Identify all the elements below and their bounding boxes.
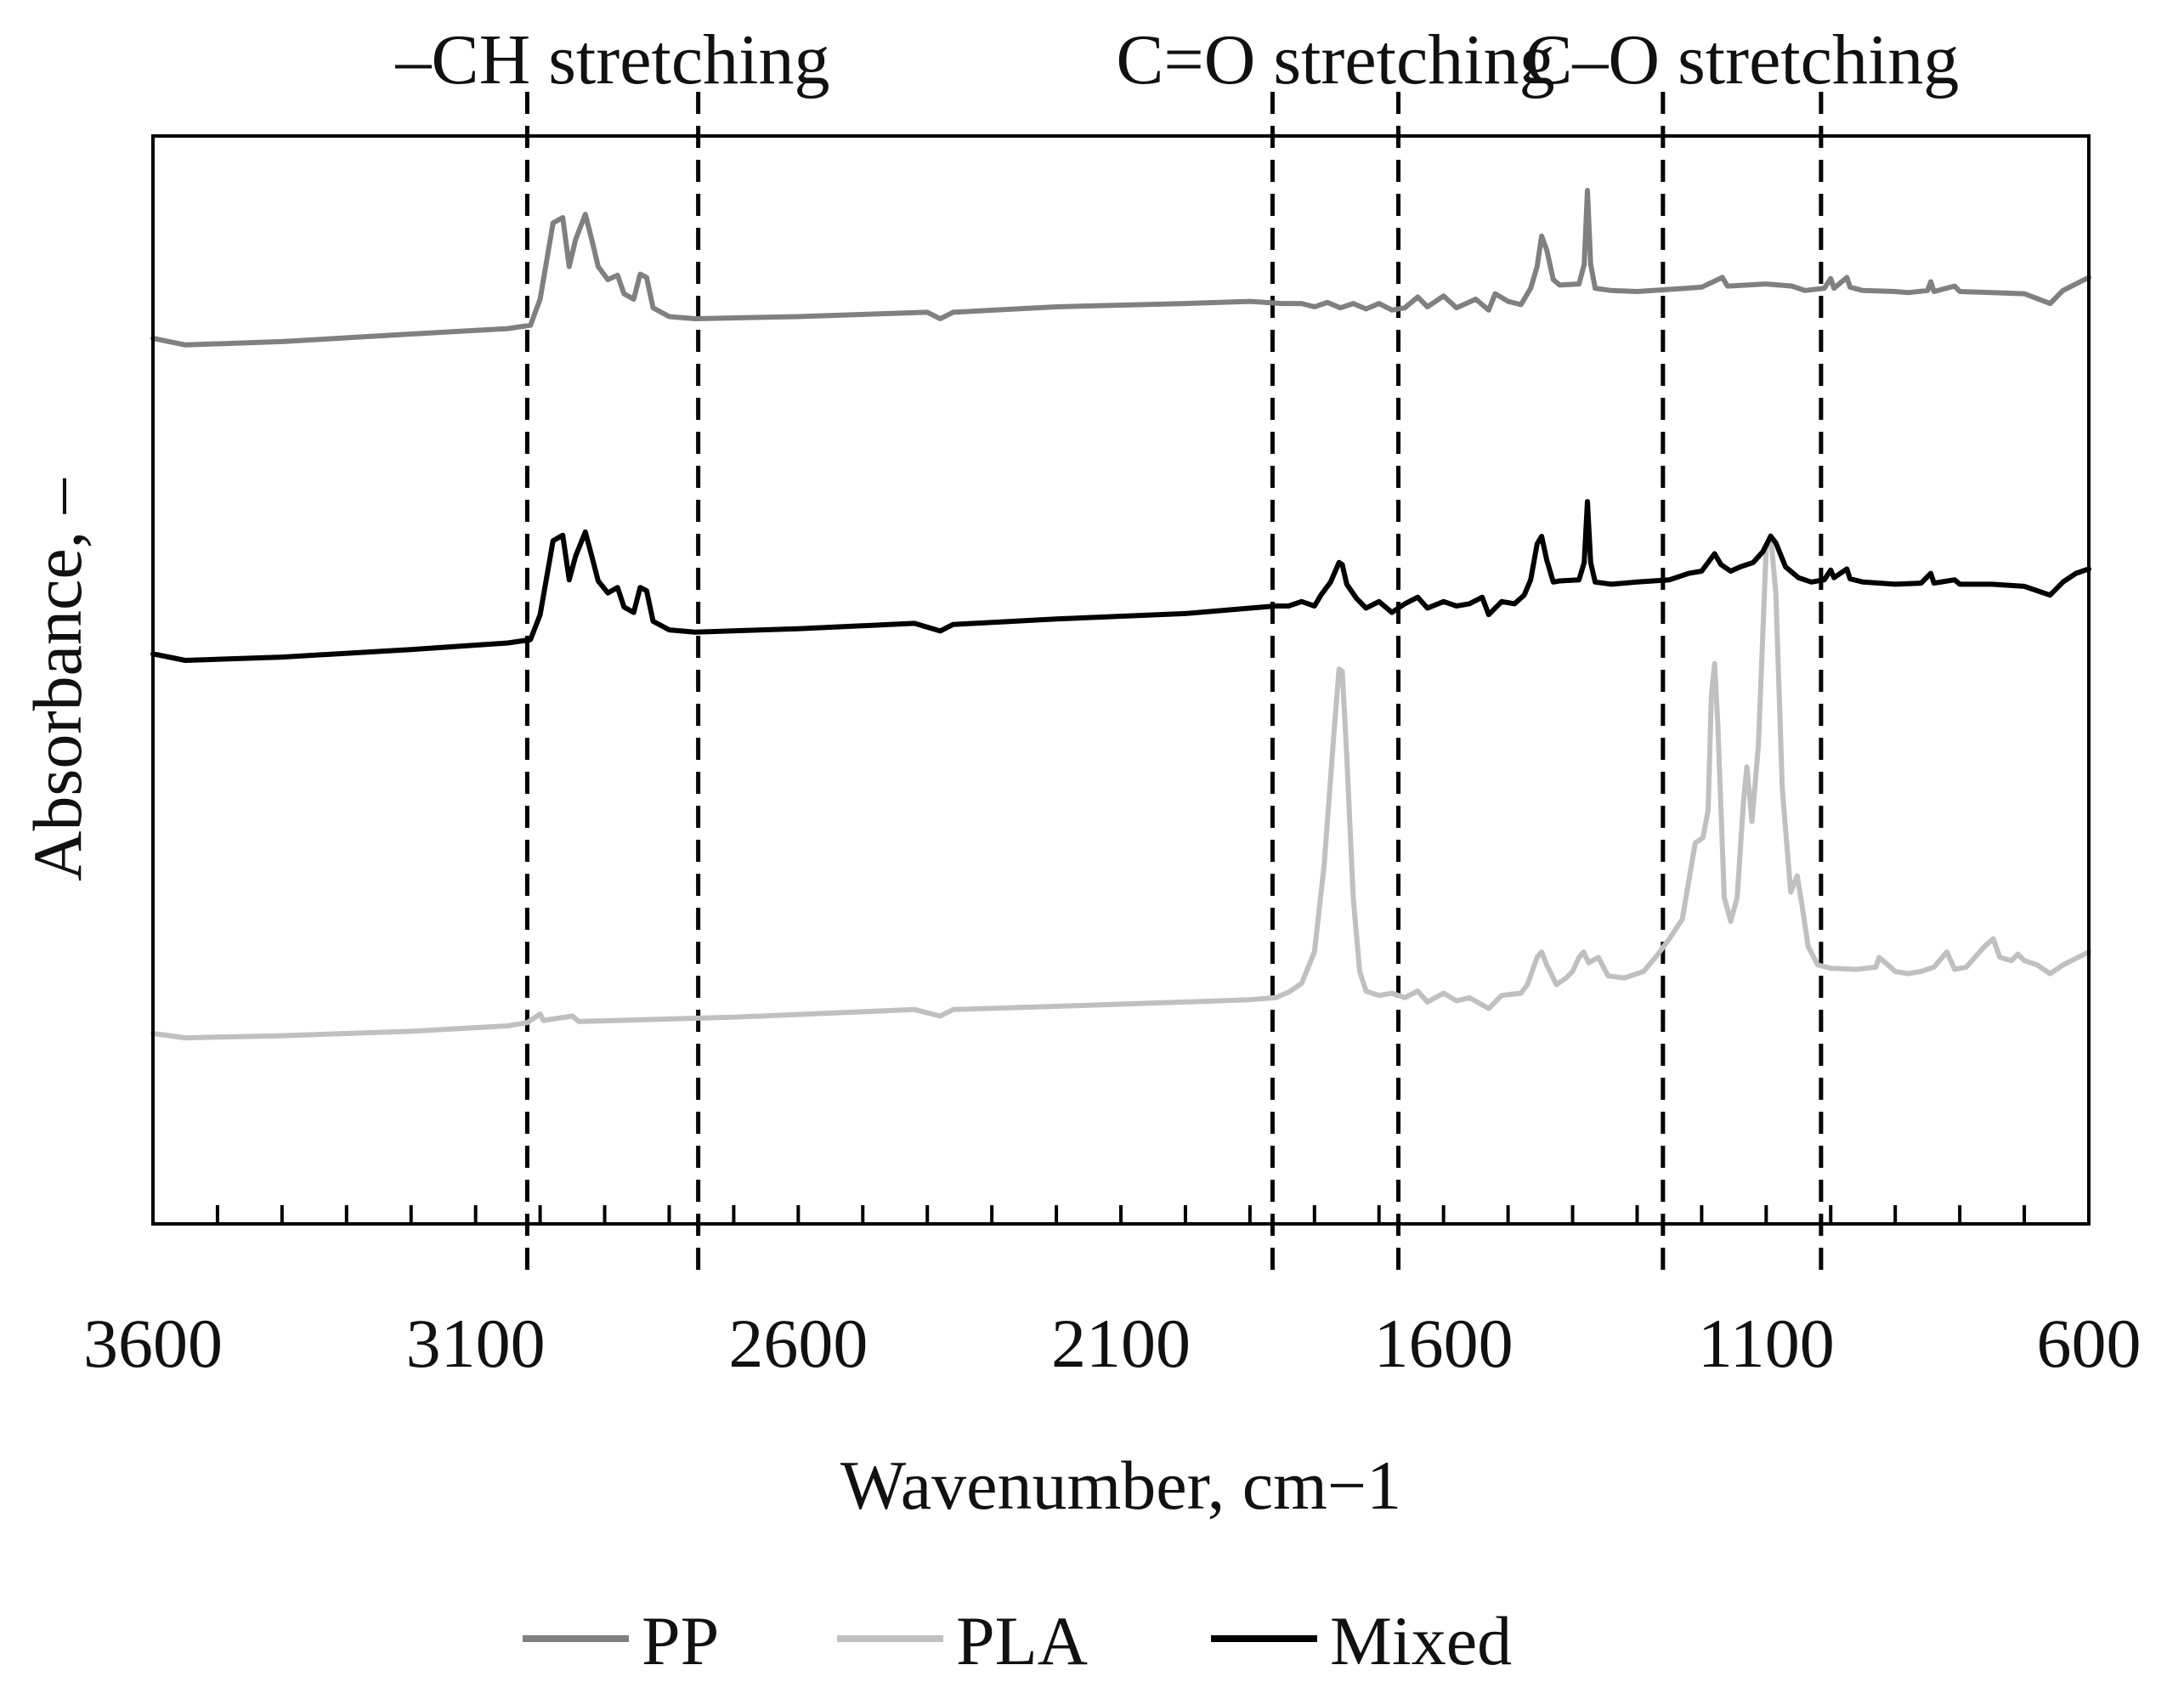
x-tick-label: 1100 — [1698, 1305, 1835, 1382]
series-line-pp — [150, 188, 2091, 348]
series-line-mixed — [150, 499, 2091, 663]
x-tick-label: 3600 — [83, 1305, 223, 1382]
x-tick-label: 3100 — [406, 1305, 546, 1382]
legend-label: Mixed — [1330, 1602, 1512, 1679]
plot-frame — [151, 134, 2091, 1226]
region-label: –CH stretching — [395, 20, 830, 99]
y-axis-label: Absorbance, – — [19, 478, 96, 881]
legend-item-pla: PLA — [837, 1602, 1088, 1679]
legend-item-pp: PP — [523, 1602, 719, 1679]
legend-label: PLA — [956, 1602, 1088, 1679]
x-tick-label: 600 — [2037, 1305, 2142, 1382]
region-label: C=O stretching — [1116, 20, 1554, 99]
region-label: C–O stretching — [1525, 20, 1959, 99]
x-tick-label: 1600 — [1374, 1305, 1514, 1382]
series-line-pla — [150, 532, 2091, 1041]
legend-item-mixed: Mixed — [1211, 1602, 1512, 1679]
x-axis-label: Wavenumber, cm−1 — [840, 1447, 1401, 1524]
x-tick-label: 2100 — [1051, 1305, 1191, 1382]
x-tick-label: 2600 — [728, 1305, 868, 1382]
legend-label: PP — [642, 1602, 719, 1679]
